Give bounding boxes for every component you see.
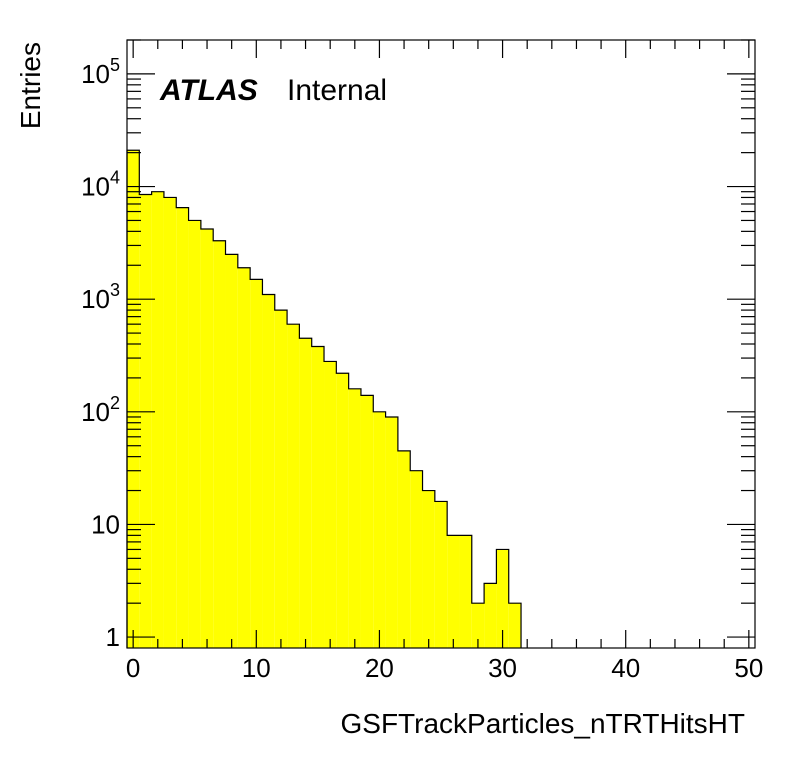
y-tick-label: 103 <box>81 280 120 314</box>
histogram-bar <box>287 324 300 648</box>
histogram-bar <box>299 338 312 648</box>
x-axis-ticks: 0 10 20 30 40 50 <box>126 40 763 683</box>
histogram-bars <box>127 150 522 649</box>
annotation-internal: Internal <box>287 74 387 107</box>
histogram-bar <box>508 603 522 648</box>
histogram-bar <box>336 373 349 648</box>
y-tick-label: 104 <box>81 168 120 202</box>
histogram-bar <box>151 191 164 648</box>
histogram-bar <box>225 254 238 649</box>
histogram-bar <box>385 416 398 648</box>
histogram-bar <box>200 228 214 648</box>
histogram-outline <box>126 149 522 648</box>
y-axis-ticks: 1 10 102 103 104 105 <box>81 39 755 652</box>
histogram-bar <box>496 549 509 648</box>
x-tick-label: 40 <box>611 653 640 683</box>
histogram-bar <box>274 310 288 648</box>
histogram-bar <box>262 294 275 648</box>
y-tick-label: 105 <box>81 55 120 89</box>
y-tick-label: 10 <box>91 509 120 539</box>
histogram-bar <box>139 194 152 648</box>
histogram-bar <box>434 501 448 648</box>
histogram-bar <box>410 470 423 648</box>
histogram-bar <box>471 603 485 648</box>
x-tick-label: 20 <box>365 653 394 683</box>
annotation-atlas: ATLAS <box>159 74 258 107</box>
x-tick-label: 10 <box>242 653 271 683</box>
x-axis-label: GSFTrackParticles_nTRTHitsHT <box>341 708 746 739</box>
histogram-bar <box>360 395 374 648</box>
histogram-bar <box>459 535 472 648</box>
histogram-bar <box>163 197 177 648</box>
histogram-bar <box>188 220 201 649</box>
histogram-bar <box>397 450 411 648</box>
histogram-bar <box>373 411 386 648</box>
histogram-bar <box>324 361 337 648</box>
histogram-bar <box>447 535 460 648</box>
histogram-bar <box>237 267 251 648</box>
histogram-bar <box>213 240 226 648</box>
x-tick-label: 50 <box>734 653 763 683</box>
x-tick-label: 30 <box>488 653 517 683</box>
histogram-bar <box>176 207 189 648</box>
histogram-bar <box>484 583 497 648</box>
histogram-bar <box>311 346 325 648</box>
histogram-bar <box>127 150 140 648</box>
x-tick-label: 0 <box>126 653 140 683</box>
y-tick-label: 1 <box>106 622 120 652</box>
histogram-bar <box>250 279 263 648</box>
histogram-bar <box>348 388 361 648</box>
y-tick-label: 102 <box>81 393 120 427</box>
y-axis-label: Entries <box>15 42 46 129</box>
histogram-bar <box>422 490 435 648</box>
